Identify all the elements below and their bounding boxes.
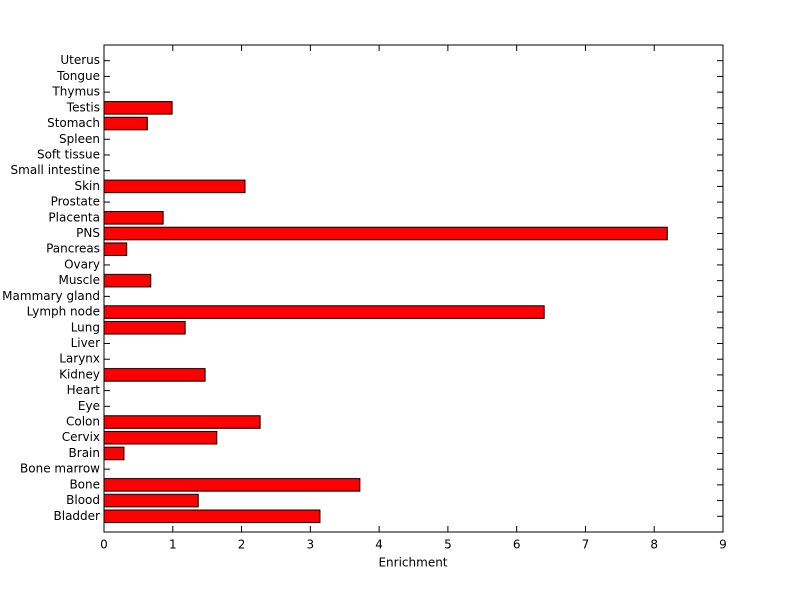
y-tick-label: Heart (67, 383, 101, 397)
y-tick-label: Soft tissue (37, 147, 100, 161)
y-tick-label: Bladder (54, 509, 101, 523)
y-tick-label: Small intestine (11, 163, 100, 177)
plot-area (103, 44, 724, 533)
y-tick-label: Uterus (60, 53, 100, 67)
x-axis-label: Enrichment (378, 556, 447, 570)
y-tick-label: Cervix (62, 430, 100, 444)
y-tick-label: Muscle (58, 273, 100, 287)
y-tick-label: Tongue (56, 69, 100, 83)
y-tick-label: Bone (69, 477, 100, 491)
bar (103, 493, 199, 508)
x-tick-label: 5 (444, 538, 452, 552)
y-tick-label: Kidney (59, 367, 100, 381)
y-tick-label: Skin (74, 179, 100, 193)
y-tick-label: Eye (78, 399, 100, 413)
y-tick-label: Lung (71, 320, 100, 334)
x-tick-label: 8 (650, 538, 658, 552)
bar (103, 446, 125, 461)
y-tick-label: Larynx (59, 352, 100, 366)
bar (103, 242, 128, 257)
x-tick-label: 6 (513, 538, 521, 552)
y-tick-label: Prostate (51, 195, 100, 209)
bar (103, 415, 261, 429)
x-tick-label: 7 (582, 538, 590, 552)
x-tick-label: 1 (169, 538, 177, 552)
x-tick-label: 2 (238, 538, 246, 552)
bar (103, 101, 173, 115)
y-tick-label: Mammary gland (2, 289, 100, 303)
x-tick-label: 0 (100, 538, 108, 552)
x-tick-label: 9 (719, 538, 727, 552)
bar (103, 179, 246, 194)
y-tick-label: Brain (69, 446, 100, 460)
y-tick-label: Colon (66, 415, 100, 429)
bar (103, 116, 148, 131)
bar (103, 478, 361, 492)
y-tick-label: Lymph node (27, 305, 100, 319)
bar (103, 305, 545, 319)
y-tick-label: Thymus (51, 85, 100, 99)
y-tick-label: Pancreas (46, 242, 100, 256)
bar (103, 320, 186, 335)
y-tick-label: Stomach (47, 116, 100, 130)
x-tick-label: 3 (307, 538, 315, 552)
bar (103, 211, 164, 225)
bar (103, 368, 206, 382)
y-tick-label: Bone marrow (20, 462, 100, 476)
bar (103, 509, 321, 524)
bar (103, 430, 218, 445)
y-tick-label: Liver (71, 336, 101, 350)
y-tick-label: Blood (66, 493, 100, 507)
y-tick-label: PNS (76, 226, 100, 240)
x-tick-label: 4 (375, 538, 383, 552)
bar (103, 273, 152, 288)
y-tick-label: Testis (66, 100, 100, 114)
y-tick-label: Ovary (64, 257, 100, 271)
y-tick-label: Placenta (48, 210, 100, 224)
y-tick-label: Spleen (59, 132, 100, 146)
bar (103, 226, 668, 241)
